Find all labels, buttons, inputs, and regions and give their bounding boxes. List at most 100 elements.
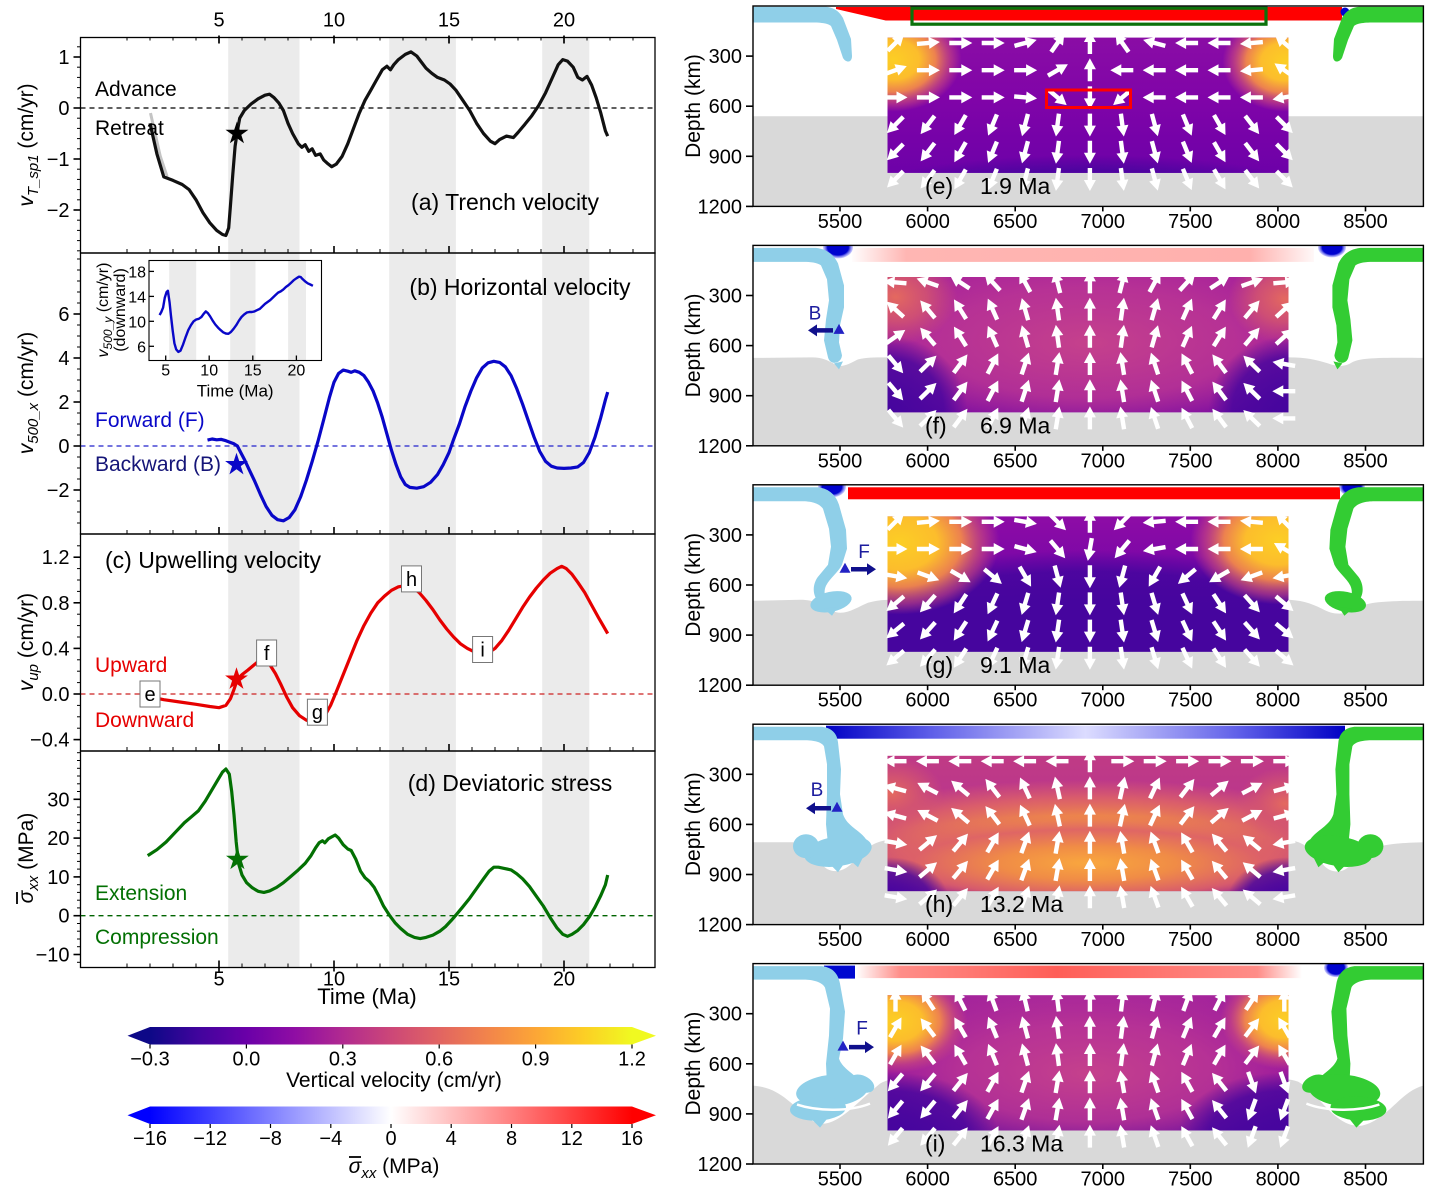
svg-text:12: 12 (561, 1128, 583, 1150)
svg-text:900: 900 (709, 386, 742, 408)
svg-text:7500: 7500 (1168, 1169, 1213, 1191)
svg-text:−10: −10 (36, 945, 70, 967)
svg-text:300: 300 (709, 286, 742, 308)
svg-text:6500: 6500 (993, 929, 1038, 951)
svg-text:−0.3: −0.3 (130, 1049, 169, 1071)
svg-text:600: 600 (709, 1054, 742, 1076)
svg-text:8500: 8500 (1343, 450, 1388, 472)
svg-text:15: 15 (438, 10, 460, 32)
svg-text:0.4: 0.4 (42, 638, 70, 660)
svg-text:7000: 7000 (1081, 690, 1126, 712)
svg-text:1.9 Ma: 1.9 Ma (980, 173, 1051, 199)
svg-text:10: 10 (323, 10, 345, 32)
svg-text:h: h (406, 569, 417, 591)
svg-text:Depth (km): Depth (km) (682, 533, 705, 637)
svg-text:6: 6 (58, 304, 69, 326)
svg-text:σxx (MPa): σxx (MPa) (15, 813, 42, 904)
svg-text:15: 15 (438, 969, 460, 991)
svg-text:2: 2 (58, 392, 69, 414)
svg-text:300: 300 (709, 764, 742, 786)
svg-text:Time (Ma): Time (Ma) (197, 382, 274, 401)
svg-text:Vertical velocity (cm/yr): Vertical velocity (cm/yr) (286, 1069, 502, 1092)
svg-text:600: 600 (709, 336, 742, 358)
svg-text:13.2 Ma: 13.2 Ma (980, 891, 1063, 917)
svg-text:Backward (B): Backward (B) (95, 453, 221, 476)
svg-text:7000: 7000 (1081, 929, 1126, 951)
svg-text:1200: 1200 (698, 1154, 743, 1176)
svg-text:10: 10 (323, 969, 345, 991)
svg-text:B: B (811, 780, 824, 801)
svg-text:Depth (km): Depth (km) (682, 772, 705, 876)
svg-text:−0.4: −0.4 (30, 730, 69, 752)
svg-text:900: 900 (709, 146, 742, 168)
svg-text:5500: 5500 (818, 690, 863, 712)
svg-text:1.2: 1.2 (42, 547, 70, 569)
svg-text:Advance: Advance (95, 78, 177, 101)
svg-text:6500: 6500 (993, 1169, 1038, 1191)
svg-text:20: 20 (288, 363, 306, 380)
svg-text:1.2: 1.2 (618, 1049, 646, 1071)
svg-text:8500: 8500 (1343, 211, 1388, 233)
svg-text:6000: 6000 (905, 929, 950, 951)
svg-text:4: 4 (446, 1128, 457, 1150)
svg-text:30: 30 (47, 789, 69, 811)
svg-text:(b) Horizontal velocity: (b) Horizontal velocity (409, 274, 631, 300)
svg-text:Retreat: Retreat (95, 117, 164, 140)
svg-text:σxx (MPa): σxx (MPa) (349, 1155, 440, 1182)
svg-text:7000: 7000 (1081, 1169, 1126, 1191)
svg-text:6500: 6500 (993, 211, 1038, 233)
svg-text:10: 10 (128, 314, 146, 331)
svg-text:0: 0 (58, 906, 69, 928)
svg-text:600: 600 (709, 575, 742, 597)
svg-text:7000: 7000 (1081, 450, 1126, 472)
svg-text:(f): (f) (925, 412, 947, 438)
svg-text:F: F (858, 542, 870, 563)
svg-text:−8: −8 (259, 1128, 282, 1150)
svg-text:900: 900 (709, 1104, 742, 1126)
svg-text:1200: 1200 (698, 675, 743, 697)
svg-text:20: 20 (553, 10, 575, 32)
svg-text:−12: −12 (193, 1128, 227, 1150)
svg-text:9.1 Ma: 9.1 Ma (980, 652, 1051, 678)
svg-text:20: 20 (47, 828, 69, 850)
svg-text:0.6: 0.6 (425, 1049, 453, 1071)
svg-text:1200: 1200 (698, 196, 743, 218)
svg-text:0.8: 0.8 (42, 593, 70, 615)
svg-text:(downward): (downward) (112, 268, 129, 352)
svg-text:0.0: 0.0 (232, 1049, 260, 1071)
svg-text:B: B (809, 303, 822, 324)
svg-text:0.3: 0.3 (329, 1049, 357, 1071)
svg-text:0: 0 (58, 436, 69, 458)
svg-text:f: f (264, 643, 270, 665)
svg-text:14: 14 (128, 289, 146, 306)
svg-text:8000: 8000 (1256, 690, 1301, 712)
svg-text:(g): (g) (925, 652, 953, 678)
svg-text:Upward: Upward (95, 654, 167, 677)
svg-text:Compression: Compression (95, 926, 219, 949)
svg-text:vT_sp1 (cm/yr): vT_sp1 (cm/yr) (15, 83, 42, 206)
svg-text:5500: 5500 (818, 211, 863, 233)
svg-text:−4: −4 (319, 1128, 342, 1150)
svg-text:(h): (h) (925, 891, 953, 917)
svg-text:8000: 8000 (1256, 211, 1301, 233)
svg-text:8000: 8000 (1256, 1169, 1301, 1191)
svg-text:−2: −2 (47, 480, 70, 502)
svg-text:900: 900 (709, 625, 742, 647)
svg-text:6500: 6500 (993, 450, 1038, 472)
svg-text:6000: 6000 (905, 211, 950, 233)
svg-text:5500: 5500 (818, 929, 863, 951)
svg-text:8500: 8500 (1343, 690, 1388, 712)
svg-text:6: 6 (137, 339, 146, 356)
svg-text:1: 1 (58, 47, 69, 69)
svg-text:−16: −16 (133, 1128, 167, 1150)
svg-text:16: 16 (621, 1128, 643, 1150)
svg-text:v500_x (cm/yr): v500_x (cm/yr) (15, 332, 42, 455)
svg-text:600: 600 (709, 96, 742, 118)
svg-text:0: 0 (385, 1128, 396, 1150)
svg-text:7500: 7500 (1168, 690, 1213, 712)
svg-text:Depth (km): Depth (km) (682, 1012, 705, 1116)
svg-text:Forward (F): Forward (F) (95, 409, 205, 432)
svg-text:(e): (e) (925, 173, 953, 199)
svg-text:4: 4 (58, 348, 69, 370)
svg-text:Depth (km): Depth (km) (682, 54, 705, 158)
